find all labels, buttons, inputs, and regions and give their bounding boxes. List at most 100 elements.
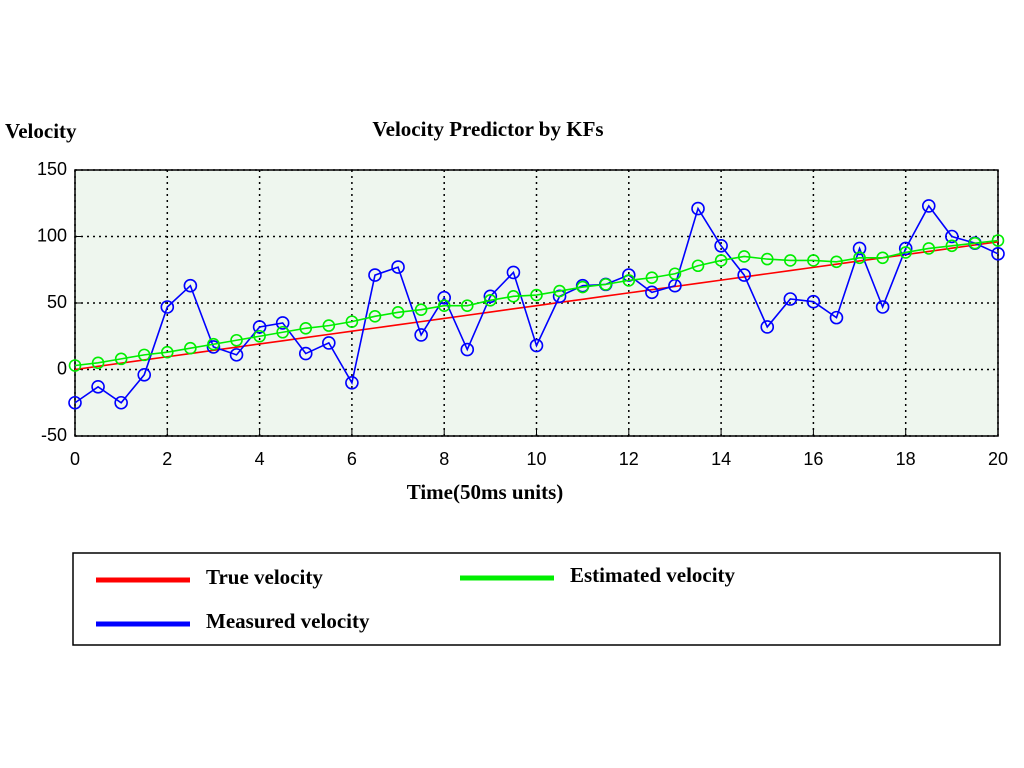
x-tick-label: 10: [526, 449, 546, 469]
data-point: [991, 246, 1005, 261]
data-point: [460, 342, 475, 357]
data-point: [691, 259, 705, 273]
data-point: [968, 236, 982, 250]
data-point: [622, 274, 636, 287]
legend-label: Measured velocity: [206, 609, 370, 633]
x-tick-label: 6: [347, 449, 357, 469]
data-point: [760, 320, 775, 334]
series-line: [74, 239, 999, 367]
data-point: [322, 319, 336, 332]
data-point: [437, 290, 452, 305]
data-point: [275, 316, 290, 330]
data-point: [599, 278, 613, 291]
data-point: [945, 229, 959, 244]
data-point: [483, 289, 498, 304]
y-axis-label: Velocity: [5, 119, 77, 143]
x-tick-label: 14: [711, 449, 731, 469]
data-point: [898, 241, 913, 256]
data-point: [252, 320, 267, 334]
data-point: [876, 251, 889, 265]
data-point: [784, 254, 797, 267]
chart-title: Velocity Predictor by KFs: [372, 117, 603, 141]
data-point: [668, 267, 682, 281]
y-tick-label: 0: [57, 358, 67, 378]
data-point: [206, 340, 221, 354]
data-point: [368, 309, 382, 323]
data-point: [414, 328, 428, 342]
data-point: [91, 379, 105, 394]
data-point: [530, 288, 543, 302]
data-point: [184, 341, 197, 355]
data-point: [460, 299, 474, 312]
legend-label: True velocity: [206, 565, 323, 589]
data-point: [68, 395, 82, 410]
data-point: [114, 352, 128, 366]
data-point: [114, 395, 128, 410]
data-point: [391, 306, 405, 319]
data-point: [161, 345, 174, 359]
x-tick-label: 20: [988, 449, 1008, 469]
y-tick-label: 150: [37, 159, 67, 179]
data-point: [737, 268, 751, 282]
data-point: [253, 329, 266, 343]
data-point: [783, 292, 798, 306]
series-line: [74, 204, 999, 404]
data-point: [230, 333, 243, 347]
data-point: [229, 348, 244, 362]
data-point: [298, 346, 313, 361]
x-tick-label: 8: [439, 449, 449, 469]
data-point: [183, 278, 198, 293]
data-point: [645, 285, 659, 300]
data-point: [829, 310, 844, 325]
x-tick-label: 4: [255, 449, 265, 469]
data-point: [507, 290, 520, 303]
x-tick-label: 18: [896, 449, 916, 469]
x-tick-label: 12: [619, 449, 639, 469]
series-line: [74, 241, 999, 371]
data-point: [484, 294, 497, 307]
data-point: [345, 375, 359, 390]
x-axis-label: Time(50ms units): [407, 480, 564, 504]
data-point: [991, 234, 1005, 247]
data-point: [506, 265, 521, 280]
y-tick-label: -50: [41, 425, 67, 445]
data-point: [945, 239, 959, 253]
data-point: [760, 252, 774, 266]
data-point: [391, 260, 405, 274]
data-point: [576, 280, 589, 294]
x-tick-label: 16: [803, 449, 823, 469]
data-point: [437, 299, 451, 312]
data-point: [553, 284, 566, 298]
x-tick-label: 2: [162, 449, 172, 469]
x-tick-label: 0: [70, 449, 80, 469]
data-point: [875, 300, 890, 314]
data-point: [852, 241, 867, 256]
legend-label: Estimated velocity: [570, 563, 736, 587]
data-point: [714, 239, 728, 253]
data-point: [276, 325, 289, 339]
data-point: [345, 315, 359, 328]
data-point: [737, 250, 751, 263]
data-point: [922, 242, 936, 255]
data-point: [691, 201, 705, 216]
data-point: [414, 303, 428, 316]
data-point: [806, 294, 821, 309]
data-point: [137, 348, 151, 362]
y-tick-label: 50: [47, 292, 67, 312]
data-point: [322, 336, 336, 350]
data-point: [830, 255, 843, 269]
data-point: [899, 246, 913, 259]
data-point: [368, 268, 382, 282]
data-point: [714, 254, 728, 267]
data-point: [807, 254, 820, 267]
data-point: [299, 321, 313, 335]
data-point: [137, 368, 152, 382]
plot-frame: [74, 169, 999, 437]
data-point: [921, 199, 936, 213]
data-point: [853, 251, 866, 265]
data-point: [160, 300, 175, 314]
data-point: [68, 359, 82, 372]
data-point: [645, 271, 659, 285]
data-point: [529, 338, 544, 353]
